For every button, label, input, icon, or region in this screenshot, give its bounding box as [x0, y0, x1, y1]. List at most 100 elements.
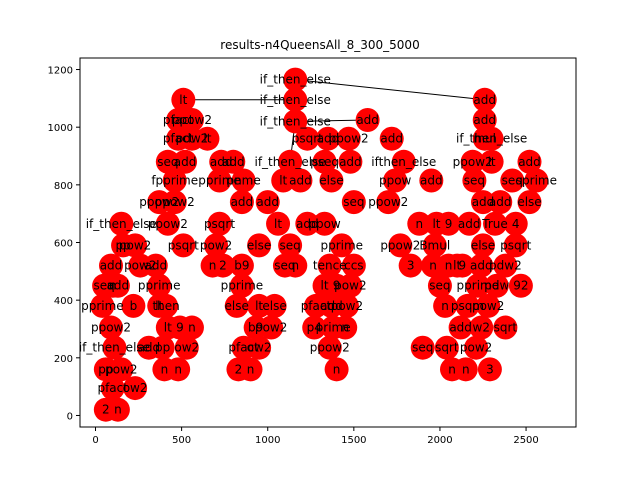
node-label: pfact	[228, 341, 259, 355]
node-label: if_then_else	[260, 114, 331, 128]
node-label: add	[231, 195, 254, 209]
node-marker	[433, 293, 458, 318]
node-marker	[109, 211, 134, 236]
node-label: n	[109, 279, 117, 293]
node-label: ppow2	[380, 238, 420, 252]
node-marker	[162, 190, 187, 215]
node-marker	[295, 211, 320, 236]
node-marker	[229, 190, 254, 215]
node-marker	[316, 126, 340, 151]
node-label: pp	[115, 238, 130, 252]
node-label: ow2	[247, 341, 272, 355]
node-label: lt	[255, 299, 263, 313]
y-tick-label: 600	[54, 239, 73, 250]
node-label: pow2	[460, 341, 492, 355]
node-label: add	[320, 299, 343, 313]
node-label: add	[472, 195, 495, 209]
node-marker	[247, 335, 272, 360]
node-marker	[283, 253, 308, 278]
node-marker	[436, 211, 461, 236]
node-label: 9	[445, 217, 453, 231]
node-label: n	[291, 259, 299, 273]
node-label: lt	[164, 321, 172, 335]
node-label: pow2	[331, 299, 363, 313]
x-tick-label: 0	[92, 435, 98, 446]
node-marker	[171, 233, 196, 258]
node-marker	[398, 253, 423, 278]
node-label: if_then_else	[79, 341, 150, 355]
node-label: pow2	[119, 238, 151, 252]
node-marker	[166, 357, 191, 382]
node-marker	[123, 233, 148, 258]
y-tick-label: 1000	[48, 123, 73, 134]
x-tick-label: 2000	[427, 435, 452, 446]
node-label: 92	[513, 279, 528, 293]
node-label: pdw	[484, 279, 509, 293]
node-marker	[334, 293, 359, 318]
y-tick-label: 200	[54, 354, 73, 365]
node-marker	[503, 233, 528, 258]
node-label: pfact	[301, 299, 332, 313]
node-label: psqrt	[204, 217, 235, 231]
node-marker	[143, 253, 168, 278]
node-marker	[479, 149, 504, 174]
node-label: add	[317, 132, 340, 146]
node-marker	[460, 149, 485, 174]
node-label: seq	[502, 174, 523, 188]
node-label: psqm	[451, 299, 484, 313]
node-label: n	[441, 299, 449, 313]
y-tick-label: 800	[54, 181, 73, 192]
node-label: ppow2	[368, 195, 408, 209]
node-marker	[434, 335, 459, 360]
node-marker	[336, 126, 361, 151]
node-label: n	[445, 259, 453, 273]
node-label: if_then_else	[260, 73, 331, 87]
node-marker	[100, 273, 125, 298]
node-label: lt	[155, 299, 163, 313]
node-label: pdw2	[489, 259, 522, 273]
node-marker	[472, 87, 497, 112]
node-label: pp	[155, 341, 170, 355]
node-label: ppow	[308, 217, 341, 231]
node-label: seq	[93, 279, 114, 293]
node-marker	[288, 168, 313, 193]
y-tick-label: 0	[67, 411, 73, 422]
node-marker	[324, 357, 349, 382]
node-marker	[471, 190, 495, 215]
node-label: lt	[179, 93, 187, 107]
node-marker	[171, 87, 196, 112]
node-marker	[465, 273, 490, 298]
node-marker	[341, 253, 366, 278]
node-marker	[338, 149, 363, 174]
node-marker	[493, 315, 518, 340]
node-label: add	[380, 132, 403, 146]
node-marker	[462, 168, 487, 193]
node-marker	[484, 273, 509, 298]
node-label: pow2	[124, 259, 156, 273]
node-label: add	[222, 155, 245, 169]
node-label: tence	[313, 259, 347, 273]
node-marker	[471, 233, 495, 258]
node-marker	[283, 109, 308, 134]
edge-line	[295, 79, 485, 101]
node-marker	[100, 376, 125, 401]
node-marker	[207, 211, 232, 236]
node-marker	[477, 357, 502, 382]
node-label: psqrt	[500, 238, 531, 252]
node-label: lt	[203, 132, 211, 146]
node-marker	[210, 253, 235, 278]
node-label: seq	[429, 279, 450, 293]
node-marker	[255, 190, 280, 215]
node-marker	[207, 168, 232, 193]
node-label: 3	[486, 362, 494, 376]
node-marker	[383, 168, 408, 193]
node-label: add	[107, 279, 130, 293]
node-label: n	[209, 259, 217, 273]
node-marker	[90, 293, 115, 318]
node-marker	[455, 293, 480, 318]
node-label: add	[489, 195, 512, 209]
node-label: n	[247, 362, 255, 376]
node-label: else	[225, 299, 249, 313]
node-label: add	[289, 174, 312, 188]
